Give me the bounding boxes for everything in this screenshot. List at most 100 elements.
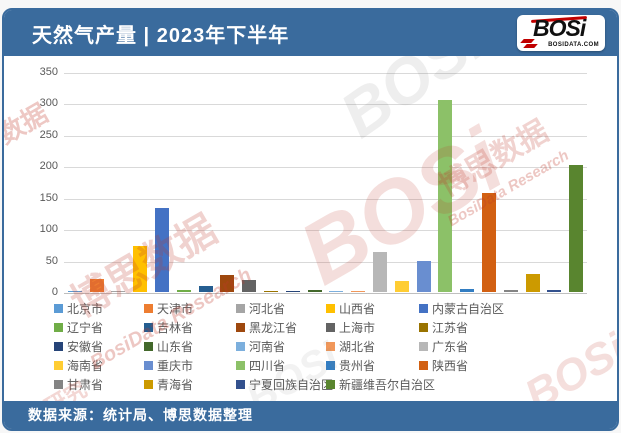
bar xyxy=(220,275,235,292)
legend: 北京市 天津市 河北省 山西省 内蒙古自治区辽宁省 吉林省 黑龙江省 上海市 江苏省安徽省 山东省… xyxy=(54,302,602,392)
legend-label: 山西省 xyxy=(339,302,376,316)
legend-swatch-icon xyxy=(326,361,335,370)
y-tick-label: 50 xyxy=(45,254,58,267)
logo-text: BOSi xyxy=(533,15,586,41)
legend-label: 新疆维吾尔自治区 xyxy=(339,378,436,392)
legend-item: 内蒙古自治区 xyxy=(419,302,602,316)
legend-item: 湖北省 xyxy=(326,340,419,354)
legend-swatch-icon xyxy=(54,323,63,332)
legend-label: 广东省 xyxy=(432,340,469,354)
bar xyxy=(264,291,279,292)
legend-label: 北京市 xyxy=(67,302,104,316)
bar xyxy=(416,261,431,292)
legend-label: 天津市 xyxy=(157,302,194,316)
bar xyxy=(133,246,148,292)
y-tick-label: 200 xyxy=(39,160,58,173)
bar xyxy=(307,290,322,292)
legend-label: 甘肃省 xyxy=(67,378,104,392)
legend-label: 河南省 xyxy=(249,340,286,354)
legend-label: 江苏省 xyxy=(432,321,469,335)
y-tick-label: 300 xyxy=(39,97,58,110)
bar xyxy=(285,290,300,292)
page-title: 天然气产量 | 2023年下半年 xyxy=(32,24,290,47)
legend-item: 黑龙江省 xyxy=(236,321,326,335)
gridline xyxy=(64,198,587,200)
legend-label: 青海省 xyxy=(157,378,194,392)
bar xyxy=(525,274,540,292)
legend-label: 海南省 xyxy=(67,359,104,373)
legend-item: 天津市 xyxy=(144,302,236,316)
legend-swatch-icon xyxy=(54,342,63,351)
gridline xyxy=(64,261,587,263)
y-tick-label: 350 xyxy=(39,66,58,78)
legend-label: 吉林省 xyxy=(157,321,194,335)
bar xyxy=(569,165,584,292)
legend-swatch-icon xyxy=(326,380,335,389)
legend-item: 宁夏回族自治区 xyxy=(236,378,333,392)
legend-item: 江苏省 xyxy=(419,321,602,335)
legend-swatch-icon xyxy=(419,304,428,313)
y-tick-label: 250 xyxy=(39,128,58,141)
legend-item: 河北省 xyxy=(236,302,326,316)
bar xyxy=(329,290,344,292)
bar xyxy=(394,280,409,292)
bar xyxy=(155,208,170,292)
legend-swatch-icon xyxy=(144,342,153,351)
legend-item: 山西省 xyxy=(326,302,419,316)
legend-swatch-icon xyxy=(326,323,335,332)
legend-swatch-icon xyxy=(54,361,63,370)
legend-item: 河南省 xyxy=(236,340,326,354)
logo-site-text: BOSIDATA.COM xyxy=(548,42,599,48)
legend-item: 辽宁省 xyxy=(54,321,144,335)
legend-item: 北京市 xyxy=(54,302,144,316)
gridline xyxy=(64,104,587,106)
legend-swatch-icon xyxy=(144,304,153,313)
gridline xyxy=(64,293,587,294)
bar xyxy=(460,288,475,292)
bar xyxy=(242,280,257,292)
legend-item: 吉林省 xyxy=(144,321,236,335)
legend-label: 四川省 xyxy=(249,359,286,373)
legend-label: 内蒙古自治区 xyxy=(432,302,505,316)
y-tick-label: 0 xyxy=(51,286,58,298)
legend-label: 陕西省 xyxy=(432,359,469,373)
legend-label: 山东省 xyxy=(157,340,194,354)
gridline xyxy=(64,73,587,74)
y-tick-label: 100 xyxy=(39,223,58,236)
legend-label: 辽宁省 xyxy=(67,321,104,335)
legend-label: 河北省 xyxy=(249,302,286,316)
legend-label: 贵州省 xyxy=(339,359,376,373)
legend-swatch-icon xyxy=(54,304,63,313)
bar xyxy=(67,290,82,292)
legend-item: 海南省 xyxy=(54,359,144,373)
bar xyxy=(351,291,366,292)
legend-swatch-icon xyxy=(236,380,245,389)
legend-swatch-icon xyxy=(144,323,153,332)
legend-swatch-icon xyxy=(144,380,153,389)
header-bar: 天然气产量 | 2023年下半年 BOSi BOSIDATA.COM xyxy=(4,10,617,56)
legend-label: 湖北省 xyxy=(339,340,376,354)
footer-bar: 数据来源：统计局、博思数据整理 xyxy=(4,401,617,429)
legend-swatch-icon xyxy=(236,304,245,313)
bar xyxy=(372,251,387,292)
bar xyxy=(547,290,562,292)
legend-swatch-icon xyxy=(236,342,245,351)
y-tick-label: 150 xyxy=(39,191,58,204)
legend-item: 广东省 xyxy=(419,340,602,354)
bosi-logo: BOSi BOSIDATA.COM xyxy=(517,15,605,51)
legend-item: 陕西省 xyxy=(419,359,602,373)
legend-item: 安徽省 xyxy=(54,340,144,354)
legend-item: 贵州省 xyxy=(326,359,419,373)
bar xyxy=(503,289,518,292)
chart-area: BOSi BOSi 博思数据 BosiData Research 博思数据 Bo… xyxy=(4,10,617,429)
legend-swatch-icon xyxy=(236,361,245,370)
legend-item: 上海市 xyxy=(326,321,419,335)
legend-item: 甘肃省 xyxy=(54,378,144,392)
legend-swatch-icon xyxy=(326,304,335,313)
y-axis: 0 50 100 150 200 250 300 350 xyxy=(18,66,58,298)
legend-item: 新疆维吾尔自治区 xyxy=(326,378,435,392)
legend-swatch-icon xyxy=(236,323,245,332)
legend-label: 重庆市 xyxy=(157,359,194,373)
legend-item: 四川省 xyxy=(236,359,326,373)
plot-area xyxy=(64,73,587,294)
